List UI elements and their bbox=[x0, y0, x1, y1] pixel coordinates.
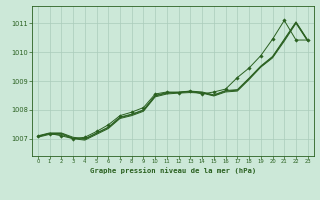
X-axis label: Graphe pression niveau de la mer (hPa): Graphe pression niveau de la mer (hPa) bbox=[90, 167, 256, 174]
